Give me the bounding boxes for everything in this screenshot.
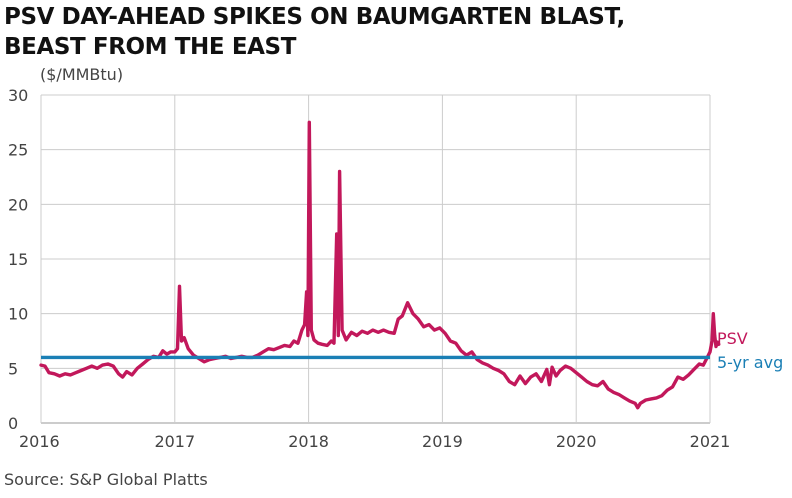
gridlines [40,94,711,424]
y-axis-ticks: 0 5 10 15 20 25 30 [8,86,28,433]
chart-title: PSV DAY-AHEAD SPIKES ON BAUMGARTEN BLAST… [4,2,625,62]
x-tick-label-2016: 2016 [19,432,60,451]
x-axis-ticks: 2016 2017 2018 2019 2020 2021 [19,432,730,451]
x-tick-label-2017: 2017 [154,432,195,451]
y-tick-label-10: 10 [8,305,28,324]
y-tick-label-5: 5 [8,359,18,378]
y-tick-label-30: 30 [8,86,28,105]
x-tick-label-2019: 2019 [422,432,463,451]
avg-series-label: 5-yr avg [717,353,783,372]
psv-line [39,120,721,410]
x-tick-label-2020: 2020 [556,432,597,451]
y-axis-unit-label: ($/MMBtu) [40,65,124,84]
chart-title-line-1: PSV DAY-AHEAD SPIKES ON BAUMGARTEN BLAST… [4,4,625,30]
series-labels: PSV 5-yr avg [717,329,783,372]
y-tick-label-25: 25 [8,141,28,160]
source-note: Source: S&P Global Platts [4,470,208,489]
y-tick-label-15: 15 [8,250,28,269]
chart-series [39,120,721,410]
y-tick-label-20: 20 [8,195,28,214]
psv-series-label: PSV [717,329,748,348]
y-tick-label-0: 0 [8,414,18,433]
chart-title-line-2: BEAST FROM THE EAST [4,34,296,60]
x-tick-label-2021: 2021 [690,432,731,451]
x-tick-label-2018: 2018 [288,432,329,451]
